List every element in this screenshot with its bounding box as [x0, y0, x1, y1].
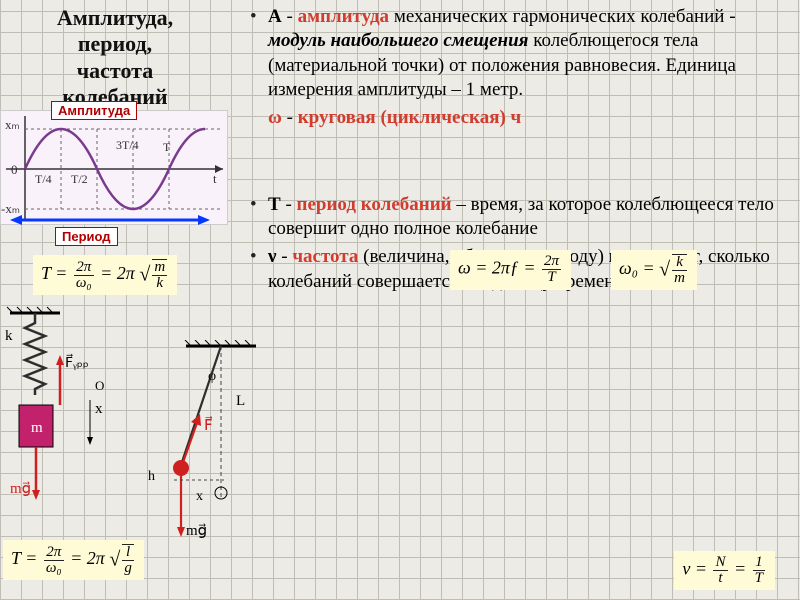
page-title: Амплитуда, период, частота колебаний [0, 5, 230, 111]
xtick-1: T/2 [71, 172, 88, 186]
period-double-arrow [10, 213, 210, 227]
svg-text:mg⃗: mg⃗ [10, 481, 31, 497]
ylabel-zero: 0 [11, 162, 18, 177]
formula-nu: ν = Nt = 1T [674, 551, 775, 590]
bullet-amplitude: • А - амплитуда механических гармоническ… [250, 5, 790, 102]
spring-mass-diagram: k F⃗ᵧₚₚ m x O mg⃗ [5, 305, 145, 530]
omega-formulas: ω = 2πƒ = 2πT ω₀ = √km [450, 250, 697, 290]
svg-text:x: x [196, 489, 203, 504]
bullet-omega: ω - круговая (циклическая) ч [268, 106, 790, 130]
heading-l3: частота [77, 58, 153, 83]
svg-text:F⃗ᵧₚₚ: F⃗ᵧₚₚ [65, 353, 89, 371]
svg-text:k: k [5, 328, 13, 344]
svg-text:x: x [95, 401, 103, 417]
ylabel-top: xₘ [5, 117, 20, 132]
formula-period-spring: T = 2πω₀ = 2π √mk [33, 255, 177, 295]
svg-text:L: L [236, 393, 245, 409]
xtick-3: T [163, 140, 171, 154]
svg-text:F⃗: F⃗ [204, 415, 213, 434]
svg-text:h: h [148, 469, 155, 484]
pendulum-diagram: φ L F⃗ mg⃗ h x [146, 340, 306, 555]
svg-text:m: m [31, 420, 43, 436]
formula-omega0: ω₀ = √km [611, 250, 697, 290]
heading-l2: период, [78, 31, 152, 56]
svg-text:φ: φ [208, 369, 216, 384]
wave-chart: xₘ 0 -xₘ T/4 T/2 3T/4 T t Амплитуда [0, 110, 228, 225]
amplitude-label: Амплитуда [58, 103, 130, 118]
xlabel: t [213, 171, 217, 186]
left-column: Амплитуда, период, частота колебаний [0, 5, 230, 115]
period-label: Период [62, 229, 111, 244]
svg-text:mg⃗: mg⃗ [186, 523, 207, 539]
heading-l1: Амплитуда, [57, 5, 173, 30]
formula-omega-f: ω = 2πƒ = 2πT [450, 250, 571, 290]
amplitude-label-box: Амплитуда [51, 101, 137, 120]
xtick-0: T/4 [35, 172, 52, 186]
period-label-box: Период [55, 227, 118, 246]
svg-text:O: O [95, 378, 104, 393]
formula-period-pendulum: T = 2πω₀ = 2π √lg [3, 540, 144, 580]
xtick-2: 3T/4 [116, 138, 139, 152]
bullet-period: • Т - период колебаний – время, за котор… [250, 193, 790, 242]
